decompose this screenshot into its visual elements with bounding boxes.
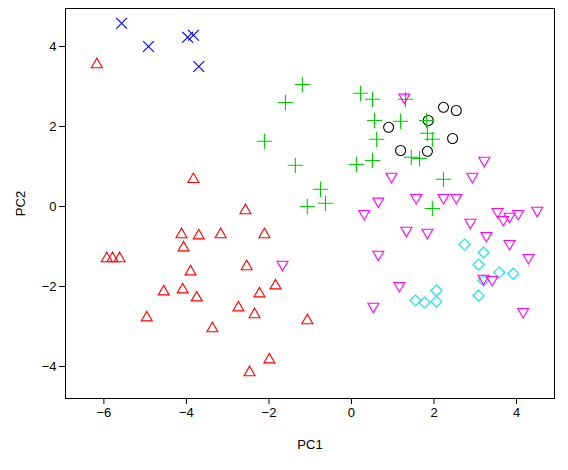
svg-text:−6: −6 [96,405,111,420]
svg-text:−4: −4 [42,359,57,374]
svg-text:0: 0 [348,405,355,420]
svg-text:4: 4 [513,405,520,420]
svg-text:−4: −4 [179,405,194,420]
svg-text:0: 0 [49,199,56,214]
svg-text:−2: −2 [42,279,57,294]
svg-text:−2: −2 [262,405,277,420]
svg-text:4: 4 [49,39,56,54]
svg-text:2: 2 [49,119,56,134]
svg-text:2: 2 [430,405,437,420]
svg-text:PC1: PC1 [297,437,322,452]
svg-text:PC2: PC2 [13,191,28,216]
